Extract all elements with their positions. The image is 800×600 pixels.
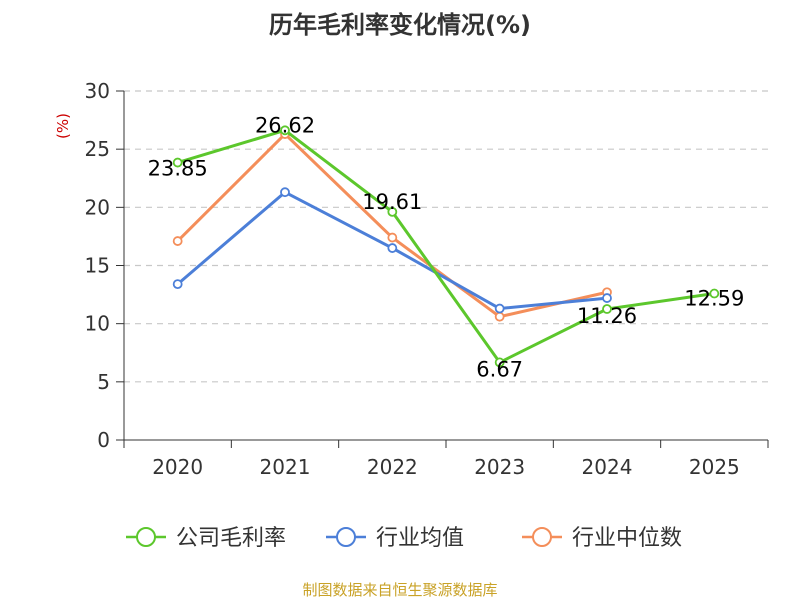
legend[interactable]: 公司毛利率 行业均值 行业中位数 xyxy=(126,526,682,551)
data-point xyxy=(387,243,398,253)
x-tick-label: 2024 xyxy=(582,455,633,479)
legend-label: 公司毛利率 xyxy=(176,526,286,551)
data-label: 6.67 xyxy=(476,357,523,381)
data-point xyxy=(494,303,505,314)
legend-marker-3 xyxy=(532,527,552,547)
data-point xyxy=(709,288,720,299)
data-point xyxy=(280,187,290,198)
data-point xyxy=(387,206,398,217)
y-axis-unit-label: (%) xyxy=(54,113,72,139)
data-label: 19.61 xyxy=(362,190,422,214)
y-tick-label: 30 xyxy=(85,79,110,103)
chart-title: 历年毛利率变化情况(%) xyxy=(269,11,531,39)
data-label: 23.85 xyxy=(148,157,208,181)
x-tick-label: 2023 xyxy=(474,455,525,479)
y-tick-label: 10 xyxy=(85,312,110,336)
x-tick-label: 2020 xyxy=(152,455,203,479)
series-1 xyxy=(172,125,720,368)
legend-item-3[interactable]: 行业中位数 xyxy=(522,526,682,551)
data-point xyxy=(172,157,183,168)
x-tick-label: 2021 xyxy=(260,455,311,479)
series-lines xyxy=(172,125,720,368)
y-tick-label: 25 xyxy=(85,137,110,161)
data-label: 26.62 xyxy=(255,113,315,137)
y-tick-label: 15 xyxy=(85,254,110,278)
data-point xyxy=(172,279,183,290)
grid-lines xyxy=(124,90,768,383)
x-tick-label: 2025 xyxy=(689,455,740,479)
series-2 xyxy=(172,187,612,314)
y-tick-label: 20 xyxy=(85,195,110,219)
data-labels: 23.85 26.62 19.61 6.67 11.26 12.59 xyxy=(148,113,745,381)
data-point xyxy=(602,293,612,303)
legend-item-2[interactable]: 行业均值 xyxy=(326,526,464,551)
data-point xyxy=(387,232,398,243)
data-label: 11.26 xyxy=(577,304,637,328)
data-point xyxy=(602,304,612,314)
data-label: 12.59 xyxy=(684,287,744,311)
legend-marker-1 xyxy=(136,527,156,547)
y-tick-label: 0 xyxy=(97,428,110,452)
series-line-3 xyxy=(176,132,608,319)
series-line-1 xyxy=(177,128,715,364)
legend-label: 行业中位数 xyxy=(572,526,682,551)
y-tick-label: 5 xyxy=(97,370,110,394)
legend-item-1[interactable]: 公司毛利率 xyxy=(126,526,286,551)
data-point xyxy=(172,236,183,246)
source-note: 制图数据来自恒生聚源数据库 xyxy=(302,581,497,599)
series-3 xyxy=(172,129,612,322)
data-point xyxy=(280,125,290,136)
legend-marker-2 xyxy=(336,527,356,547)
legend-label: 行业均值 xyxy=(376,526,464,551)
x-tick-label: 2022 xyxy=(367,455,418,479)
data-point xyxy=(494,357,505,368)
data-point xyxy=(494,311,505,322)
